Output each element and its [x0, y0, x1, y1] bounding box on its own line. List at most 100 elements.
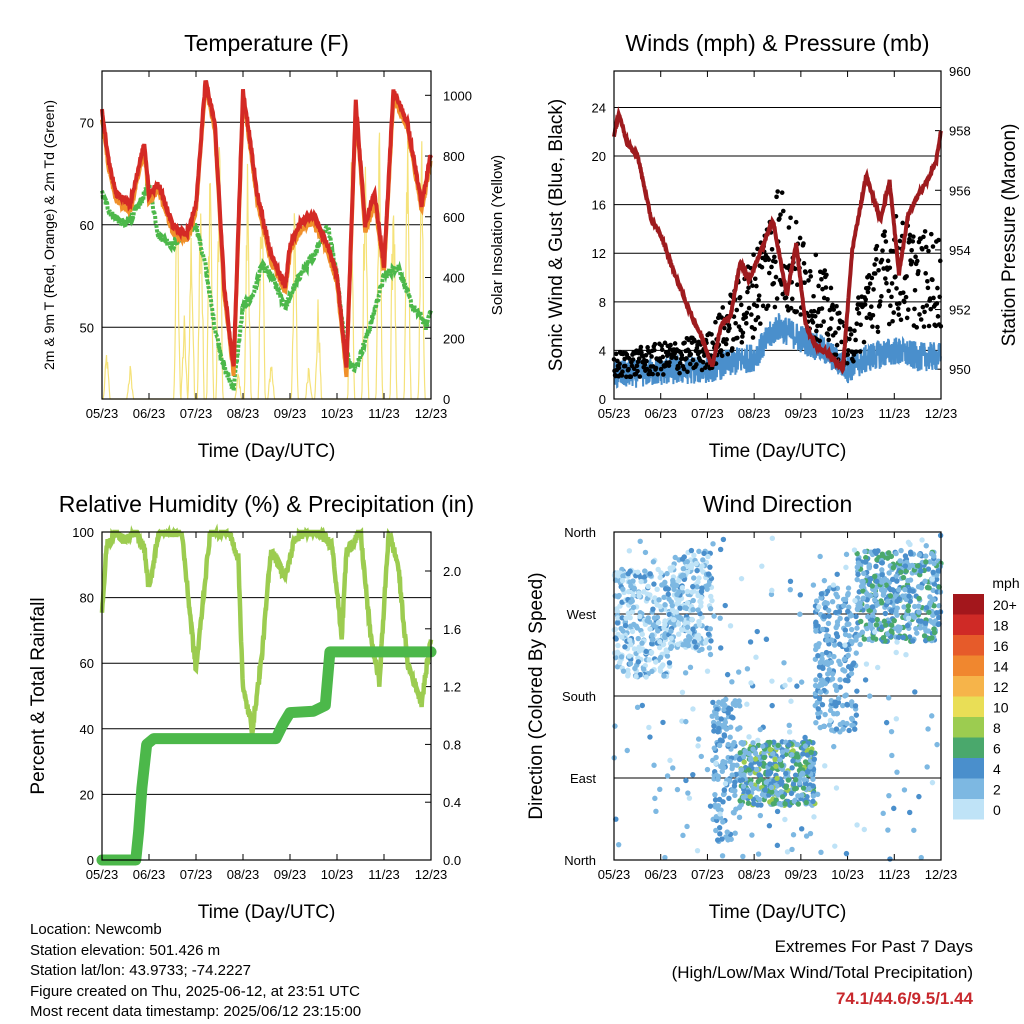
gust-point: [624, 374, 629, 380]
direction-point: [819, 626, 826, 633]
direction-point: [857, 641, 863, 648]
direction-point: [839, 702, 846, 709]
direction-point: [896, 587, 902, 593]
y2-tick-label: 0.0: [443, 853, 461, 868]
direction-point: [888, 628, 895, 635]
direction-point: [810, 776, 816, 782]
gust-point: [743, 314, 749, 320]
gust-point: [658, 366, 664, 372]
y-tick-label: 70: [80, 115, 94, 130]
direction-point: [643, 674, 649, 680]
direction-point: [900, 634, 906, 641]
gust-point: [687, 361, 693, 367]
gust-point: [619, 373, 625, 378]
direction-point: [843, 564, 849, 571]
direction-point: [823, 649, 830, 656]
info-recent: Most recent data timestamp: 2025/06/12 2…: [30, 1003, 362, 1020]
direction-point: [797, 592, 803, 598]
direction-point: [802, 734, 808, 741]
gust-point: [834, 303, 839, 309]
direction-point: [904, 622, 911, 629]
direction-point: [852, 597, 858, 604]
gust-point: [692, 338, 698, 344]
direction-point: [640, 666, 647, 672]
gust-point: [854, 321, 860, 327]
direction-point: [719, 836, 725, 842]
direction-point: [632, 665, 638, 672]
gust-point: [744, 310, 750, 316]
direction-point: [813, 622, 819, 629]
direction-point: [813, 628, 819, 634]
direction-point: [719, 738, 725, 744]
direction-point: [811, 756, 817, 762]
direction-point: [651, 762, 657, 768]
direction-point: [618, 625, 624, 632]
direction-point: [931, 560, 937, 567]
gust-point: [821, 319, 826, 324]
y-tick-label: 80: [80, 591, 94, 606]
y-tick-label: 20: [80, 787, 94, 802]
direction-point: [842, 596, 849, 603]
gust-point: [828, 326, 833, 331]
direction-point: [628, 599, 634, 605]
gust-point: [788, 215, 793, 221]
direction-point: [614, 649, 621, 655]
direction-point: [668, 644, 675, 650]
gust-point: [765, 303, 771, 309]
direction-point: [782, 816, 788, 823]
gust-point: [922, 309, 927, 315]
direction-point: [869, 604, 876, 610]
direction-point: [691, 575, 697, 581]
gust-point: [777, 216, 782, 221]
direction-point: [774, 775, 780, 782]
direction-point: [934, 741, 940, 748]
direction-point: [679, 689, 686, 696]
gust-point: [916, 268, 921, 274]
direction-point: [722, 602, 728, 609]
gust-point: [857, 349, 863, 354]
direction-point: [653, 659, 659, 665]
direction-point: [755, 778, 762, 785]
direction-point: [669, 582, 676, 588]
direction-point: [656, 644, 663, 651]
gust-point: [812, 313, 818, 319]
y-tick-label: 4: [599, 343, 606, 358]
direction-point: [824, 637, 830, 644]
legend-swatch: [953, 758, 984, 779]
gust-point: [884, 280, 889, 286]
direction-point: [800, 785, 807, 791]
gust-point: [834, 342, 840, 348]
gust-point: [911, 234, 916, 239]
direction-point: [623, 615, 629, 621]
gust-point: [875, 324, 880, 330]
direction-point: [707, 626, 714, 632]
gust-point: [652, 347, 657, 353]
direction-point: [863, 554, 869, 561]
direction-point: [885, 827, 891, 833]
direction-point: [784, 747, 790, 753]
legend-swatch: [953, 655, 984, 676]
direction-point: [905, 603, 912, 609]
chart-title: Temperature (F): [184, 30, 349, 56]
direction-point: [710, 699, 716, 706]
gust-point: [760, 303, 766, 309]
direction-point: [773, 797, 779, 803]
direction-point: [808, 749, 814, 756]
direction-point: [651, 615, 658, 621]
gust-point: [771, 280, 777, 286]
gust-point: [885, 258, 891, 264]
direction-point: [841, 656, 848, 663]
direction-point: [686, 795, 693, 801]
direction-point: [889, 752, 895, 759]
gust-point: [890, 318, 895, 324]
gust-point: [928, 231, 934, 237]
gust-point: [660, 354, 666, 360]
direction-point: [874, 578, 880, 585]
x-tick-label: 05/23: [598, 867, 631, 882]
direction-point: [788, 790, 795, 797]
direction-point: [679, 585, 686, 591]
gust-point: [926, 323, 932, 329]
direction-point: [853, 637, 859, 643]
direction-point: [727, 623, 734, 629]
direction-point: [753, 766, 760, 773]
